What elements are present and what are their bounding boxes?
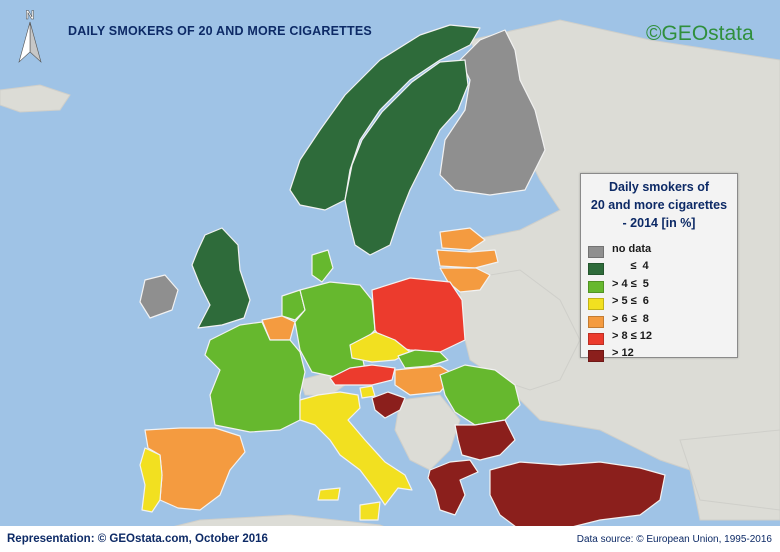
country-norway — [289, 24, 481, 211]
legend-label: > 5 ≤ 6 — [612, 295, 649, 308]
legend-label: > 4 ≤ 5 — [612, 277, 649, 290]
legend-swatch — [588, 315, 604, 328]
country-bulgaria — [454, 419, 516, 461]
legend-label: no data — [612, 243, 652, 255]
legend-label: ≤ 4 — [612, 260, 649, 273]
legend-label: > 8 ≤ 12 — [612, 329, 652, 342]
country-estonia — [439, 227, 486, 251]
country-united-kingdom — [191, 227, 251, 329]
legend-swatch — [588, 298, 604, 311]
country-italy — [299, 391, 413, 521]
country-turkey — [489, 461, 666, 531]
country-latvia — [436, 249, 499, 269]
map-title: DAILY SMOKERS OF 20 AND MORE CIGARETTES — [68, 24, 372, 38]
country-denmark — [311, 249, 334, 283]
legend-title-line: Daily smokers of — [608, 180, 710, 194]
legend-label: > 6 ≤ 8 — [612, 312, 649, 325]
legend-swatch — [588, 350, 604, 363]
country-slovakia — [397, 349, 449, 369]
legend-label: > 12 — [612, 347, 634, 360]
country-layer — [139, 24, 666, 531]
legend-title-line: - 2014 [in %] — [622, 216, 696, 230]
country-portugal — [139, 447, 163, 513]
legend-swatch — [588, 332, 604, 345]
country-ireland — [139, 274, 179, 319]
country-sweden — [344, 59, 469, 256]
country-slovenia — [359, 385, 376, 399]
compass-letter: N — [26, 8, 35, 22]
map-legend: Daily smokers of 20 and more cigarettes … — [580, 173, 738, 363]
country-austria — [329, 364, 396, 386]
legend-swatch — [588, 263, 604, 276]
legend-title: Daily smokers of 20 and more cigarettes … — [581, 178, 737, 232]
country-greece — [427, 459, 479, 516]
country-germany — [294, 281, 376, 379]
legend-swatch — [588, 280, 604, 293]
country-netherlands — [281, 289, 306, 321]
north-arrow-icon: N — [10, 6, 50, 66]
legend-swatch — [588, 246, 604, 258]
country-romania — [439, 364, 521, 426]
footer-bar: Representation: © GEOstata.com, October … — [0, 526, 780, 552]
brand-logo: ©GEOstata — [646, 22, 754, 45]
country-croatia — [371, 391, 406, 419]
representation-credit: Representation: © GEOstata.com, October … — [7, 533, 268, 545]
legend-title-line: 20 and more cigarettes — [590, 198, 728, 212]
data-source-credit: Data source: © European Union, 1995-2016 — [576, 534, 772, 545]
